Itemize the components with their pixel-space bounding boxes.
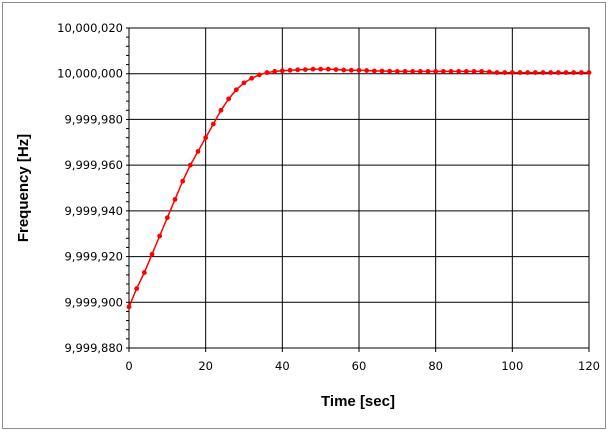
data-point: [555, 70, 561, 75]
x-tick-label: 60: [352, 359, 367, 373]
y-tick-label: 9,999,980: [64, 112, 123, 126]
x-tick-label: 40: [275, 359, 290, 373]
y-tick-label: 10,000,020: [57, 21, 123, 35]
data-point: [417, 69, 423, 74]
data-point: [433, 69, 439, 74]
y-tick-label: 9,999,880: [64, 341, 123, 355]
y-tick-label: 9,999,940: [64, 204, 123, 218]
x-axis-title: Time [sec]: [321, 393, 395, 410]
data-point: [164, 215, 170, 221]
data-point: [279, 68, 285, 74]
data-point: [141, 270, 147, 275]
data-point: [502, 70, 508, 75]
x-tick-label: 0: [125, 359, 132, 373]
data-point: [410, 69, 416, 74]
data-point: [333, 67, 339, 72]
data-point: [195, 149, 201, 154]
data-point: [310, 66, 316, 72]
data-point: [272, 69, 278, 74]
y-axis-title: Frequency [Hz]: [15, 134, 32, 242]
data-point: [479, 69, 485, 74]
series-group: [126, 66, 592, 310]
data-point: [440, 69, 446, 74]
data-point: [456, 69, 462, 74]
data-point: [387, 68, 393, 74]
data-point: [532, 70, 538, 75]
data-point: [172, 197, 178, 202]
y-minor-ticks: [126, 27, 590, 352]
data-point: [226, 96, 232, 102]
data-point: [517, 70, 523, 75]
data-point: [256, 72, 262, 78]
data-point: [318, 66, 324, 72]
data-point: [134, 286, 140, 291]
data-point: [241, 80, 247, 86]
data-point: [563, 70, 569, 75]
data-point: [341, 67, 347, 73]
data-point: [371, 68, 377, 74]
data-point: [571, 70, 577, 75]
data-point: [218, 107, 224, 113]
data-point: [325, 66, 331, 72]
y-tick-label: 9,999,900: [64, 295, 123, 309]
data-point: [249, 75, 255, 81]
data-point: [348, 67, 354, 73]
data-point: [394, 69, 400, 74]
y-tick-label: 9,999,920: [64, 250, 123, 264]
data-point: [356, 67, 362, 73]
x-tick-label: 80: [428, 359, 443, 373]
x-tick-label: 120: [578, 359, 600, 373]
x-tick-labels: 0 20 40 60 80 100 120: [125, 359, 600, 373]
data-point: [586, 70, 592, 75]
data-point: [364, 68, 370, 73]
y-tick-label: 9,999,960: [64, 158, 123, 172]
data-point: [180, 178, 186, 184]
data-point: [425, 69, 431, 74]
y-tick-label: 10,000,000: [57, 67, 123, 81]
y-tick-labels: 9,999,880 9,999,900 9,999,920 9,999,940 9,99…: [57, 21, 123, 355]
data-point: [525, 70, 531, 75]
data-point: [157, 233, 163, 239]
data-point: [187, 162, 193, 168]
data-point: [149, 251, 155, 257]
data-point: [509, 70, 515, 75]
grid-lines: [129, 28, 589, 348]
data-point: [494, 70, 500, 75]
data-point: [287, 67, 293, 73]
data-point: [264, 70, 270, 75]
x-tick-label: 20: [198, 359, 213, 373]
data-point: [203, 135, 209, 141]
data-point: [210, 121, 216, 127]
data-point: [302, 67, 308, 72]
data-point: [486, 69, 492, 75]
data-point: [448, 69, 454, 74]
data-point: [379, 68, 385, 74]
data-point: [126, 304, 132, 310]
data-point: [540, 70, 546, 75]
data-point: [295, 67, 301, 73]
data-point: [463, 69, 469, 74]
data-point: [402, 69, 408, 74]
data-point: [471, 69, 477, 74]
data-point: [578, 70, 584, 75]
data-point: [233, 87, 239, 93]
data-point: [548, 70, 554, 75]
x-tick-label: 100: [501, 359, 523, 373]
